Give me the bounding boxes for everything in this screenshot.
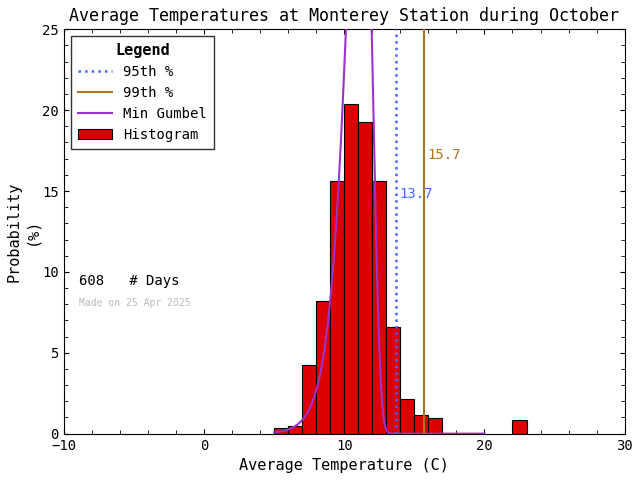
Bar <box>400 399 414 433</box>
Text: 15.7: 15.7 <box>428 148 461 162</box>
Text: 13.7: 13.7 <box>399 187 433 201</box>
Bar <box>288 426 302 433</box>
Title: Average Temperatures at Monterey Station during October: Average Temperatures at Monterey Station… <box>69 7 620 25</box>
Legend: 95th %, 99th %, Min Gumbel, Histogram: 95th %, 99th %, Min Gumbel, Histogram <box>70 36 214 149</box>
Bar <box>372 181 387 433</box>
Bar <box>344 104 358 433</box>
Bar <box>274 428 288 433</box>
Text: 608   # Days: 608 # Days <box>79 274 180 288</box>
Bar <box>428 418 442 433</box>
Bar <box>358 122 372 433</box>
Bar <box>387 327 400 433</box>
Bar <box>414 415 428 433</box>
Bar <box>302 365 316 433</box>
X-axis label: Average Temperature (C): Average Temperature (C) <box>239 458 449 473</box>
Bar <box>513 420 527 433</box>
Bar <box>330 181 344 433</box>
Text: Made on 25 Apr 2025: Made on 25 Apr 2025 <box>79 298 191 308</box>
Y-axis label: Probability
(%): Probability (%) <box>7 181 39 282</box>
Bar <box>316 300 330 433</box>
